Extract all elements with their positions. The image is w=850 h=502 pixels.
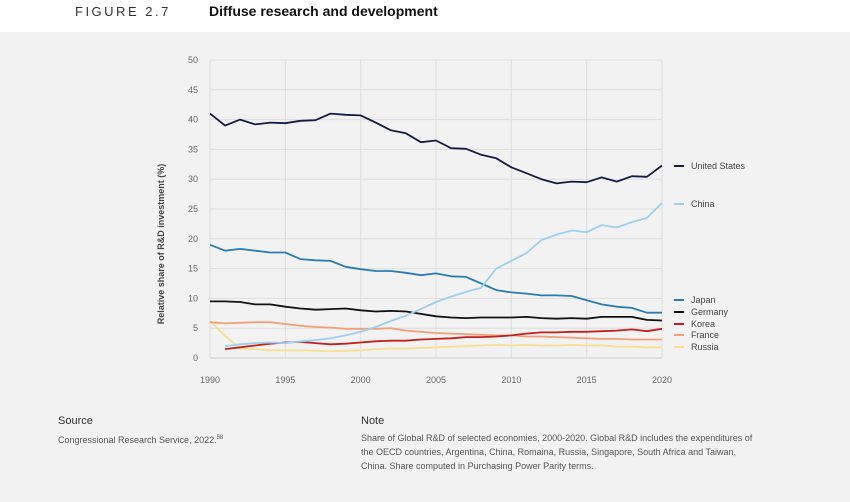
legend-label-japan: Japan bbox=[691, 295, 716, 305]
y-tick-label: 0 bbox=[193, 353, 198, 363]
series-line-japan bbox=[209, 243, 662, 314]
series-line-united-states bbox=[209, 112, 663, 185]
series-line-china bbox=[224, 202, 663, 347]
line-chart: 0 5 10 15 20 25 30 35 40 45 50 1990 1995 2000 2005 201… bbox=[156, 55, 746, 385]
note-line: China. Share computed in Purchasing Powe… bbox=[361, 461, 594, 471]
source-footnote: 58 bbox=[216, 435, 224, 441]
chart-grid bbox=[209, 59, 663, 359]
y-tick-label: 15 bbox=[188, 264, 198, 274]
source-citation: Congressional Research Service, 2022. bbox=[58, 435, 217, 445]
chart-legend: United States China Japan Germany KoreaFranc… bbox=[674, 161, 746, 352]
figure-title: Diffuse research and development bbox=[209, 3, 438, 19]
x-tick-label: 1990 bbox=[200, 375, 220, 385]
x-tick-label: 2000 bbox=[351, 375, 371, 385]
series-line-germany bbox=[210, 300, 663, 322]
y-tick-label: 10 bbox=[188, 293, 198, 303]
series-lines bbox=[209, 112, 663, 353]
y-tick-label: 25 bbox=[188, 204, 198, 214]
y-tick-label: 30 bbox=[188, 174, 198, 184]
x-tick-label: 2015 bbox=[577, 375, 597, 385]
note-text: Share of Global R&D of selected economie… bbox=[361, 431, 821, 473]
y-tick-label: 45 bbox=[188, 85, 198, 95]
y-tick-label: 35 bbox=[188, 144, 198, 154]
legend-label-united-states: United States bbox=[691, 161, 746, 171]
y-tick-label: 50 bbox=[188, 55, 198, 65]
note-line: the OECD countries, Argentina, China, Ro… bbox=[361, 447, 737, 457]
x-tick-label: 2020 bbox=[652, 375, 672, 385]
series-line-france bbox=[209, 321, 662, 341]
source-text: Congressional Research Service, 2022.58 bbox=[58, 431, 223, 447]
x-tick-label: 2005 bbox=[426, 375, 446, 385]
source-heading: Source bbox=[58, 415, 93, 427]
legend-label-china: China bbox=[691, 199, 715, 209]
legend-label-germany: Germany bbox=[691, 307, 729, 317]
legend-label-france: France bbox=[691, 330, 719, 340]
figure-header: FIGURE 2.7 Diffuse research and developm… bbox=[0, 0, 850, 32]
figure-label: FIGURE 2.7 bbox=[75, 4, 171, 19]
note-heading: Note bbox=[361, 415, 385, 427]
y-tick-label: 20 bbox=[188, 234, 198, 244]
x-tick-labels: 1990 1995 2000 2005 2010 2015 2020 bbox=[200, 375, 672, 385]
series-line-russia bbox=[209, 320, 662, 353]
y-tick-labels: 0 5 10 15 20 25 30 35 40 45 50 bbox=[188, 55, 198, 363]
y-axis-label: Relative share of R&D investment (%) bbox=[156, 164, 166, 325]
x-tick-label: 1995 bbox=[275, 375, 295, 385]
legend-label-russia: Russia bbox=[691, 342, 719, 352]
note-line: Share of Global R&D of selected economie… bbox=[361, 433, 753, 443]
y-tick-label: 5 bbox=[193, 323, 198, 333]
x-tick-label: 2010 bbox=[501, 375, 521, 385]
legend-label-korea: Korea bbox=[691, 319, 715, 329]
y-tick-label: 40 bbox=[188, 115, 198, 125]
